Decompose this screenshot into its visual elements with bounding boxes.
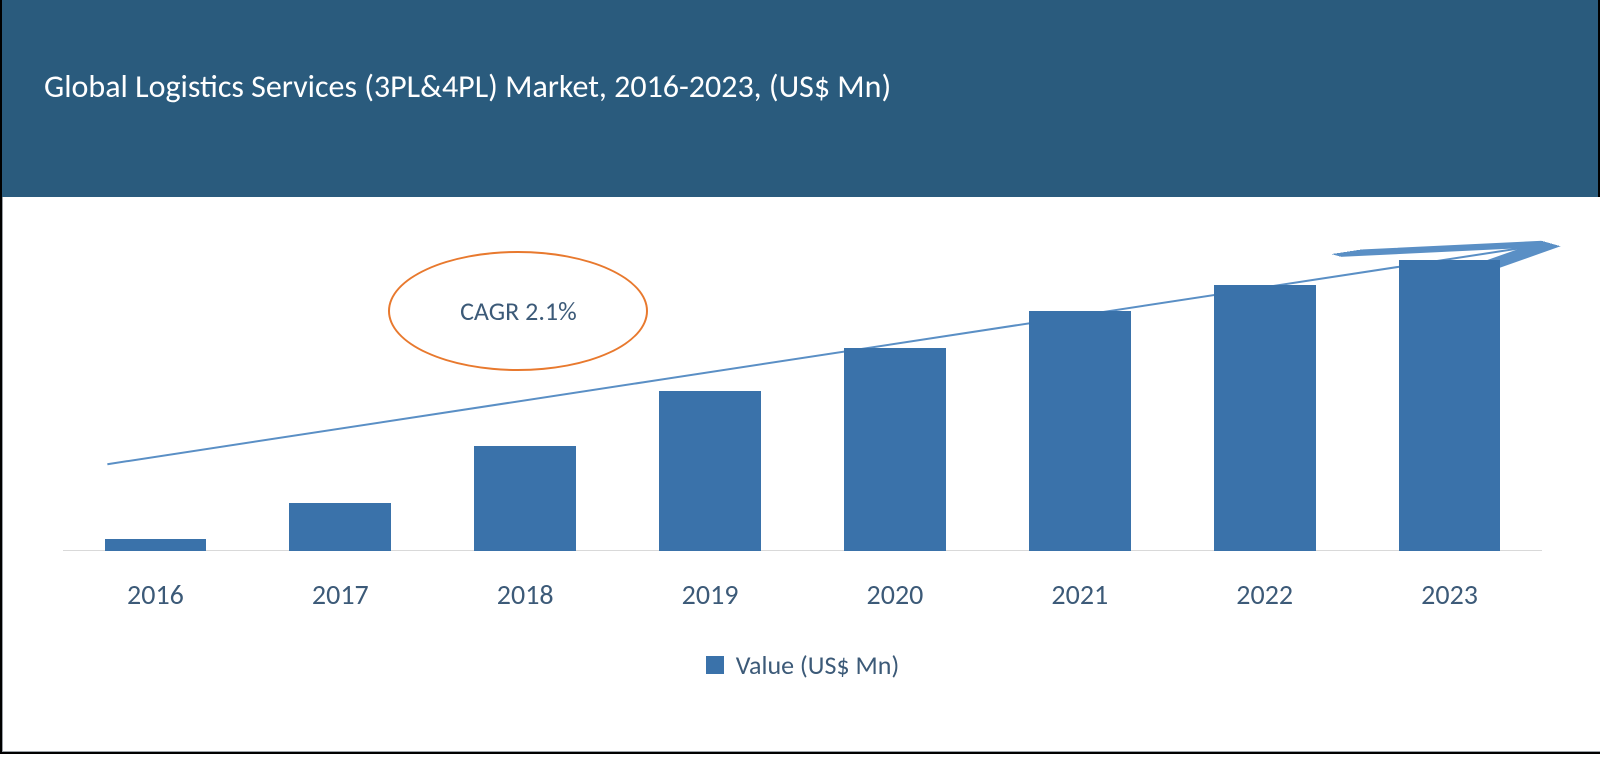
x-axis-label: 2022 [1236,577,1293,612]
bar [289,503,391,551]
x-axis-label: 2020 [867,577,924,612]
cagr-text: CAGR 2.1% [460,295,577,327]
bar [1029,311,1131,551]
bar [105,539,207,551]
x-axis-label: 2018 [497,577,554,612]
legend-label: Value (US$ Mn) [736,649,900,681]
cagr-annotation: CAGR 2.1% [388,251,648,371]
chart-panel: CAGR 2.1% 201620172018201920202021202220… [2,197,1600,752]
x-axis-label: 2017 [312,577,369,612]
legend: Value (US$ Mn) [3,649,1600,681]
chart-frame: Global Logistics Services (3PL&4PL) Mark… [0,0,1600,754]
trend-arrow [63,241,1542,551]
x-axis-label: 2016 [127,577,184,612]
bar [474,446,576,551]
x-axis-labels: 2016 2017 2018 2019 2020 2021 2022 2023 [63,577,1542,637]
chart-title: Global Logistics Services (3PL&4PL) Mark… [44,67,891,106]
legend-swatch [706,656,724,674]
bar [844,348,946,551]
bar [1214,285,1316,551]
bar [659,391,761,551]
bar [1399,260,1501,551]
plot-area: CAGR 2.1% [63,241,1542,551]
x-axis-line [63,550,1542,551]
title-bar: Global Logistics Services (3PL&4PL) Mark… [2,0,1598,197]
x-axis-label: 2021 [1051,577,1108,612]
x-axis-label: 2019 [682,577,739,612]
x-axis-label: 2023 [1421,577,1478,612]
